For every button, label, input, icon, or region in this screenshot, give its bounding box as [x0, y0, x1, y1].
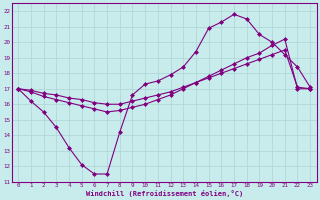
- X-axis label: Windchill (Refroidissement éolien,°C): Windchill (Refroidissement éolien,°C): [85, 190, 243, 197]
